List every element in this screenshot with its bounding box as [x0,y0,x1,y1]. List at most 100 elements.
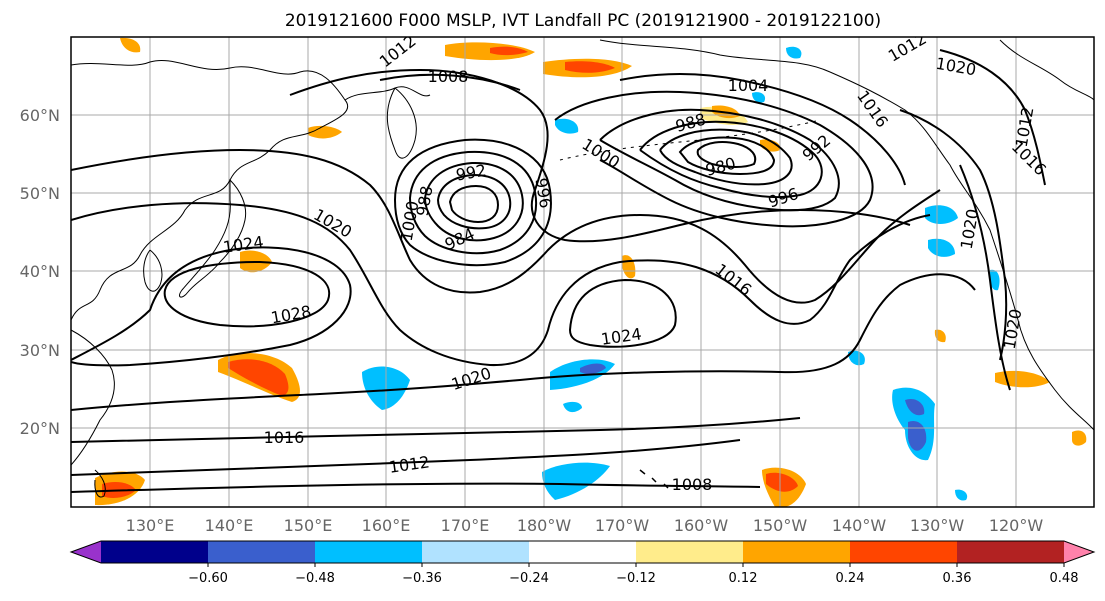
isobar-984-west [448,184,500,224]
alaska-coastline [599,39,1094,431]
isobar-1020-mid [71,202,931,367]
lon-label: 180°W [517,516,572,535]
contour-label: 1016 [264,428,305,447]
isobar-992-west [423,161,524,242]
lon-label: 140°E [205,516,254,535]
isobar-1016-mid [71,148,941,304]
ivt-negative-patch [542,462,610,500]
japan-coastline [179,178,247,298]
ivt-positive-patch [1072,430,1087,446]
isobar-988-east [659,128,793,186]
colorbar-segment [529,541,637,563]
ivt-negative-patch [905,398,925,416]
isobar-1012-east [939,49,1046,186]
isobar-1024 [568,278,677,348]
colorbar-segment [101,541,209,563]
longitude-labels: 130°E 140°E 150°E 160°E 170°E 180°W 170°… [126,516,1044,535]
isobar-996-east [599,108,840,212]
map-background [71,37,1094,507]
colorbar-segment [957,541,1065,563]
isobar-1000-east [554,90,874,228]
colorbar-tick-label: 0.36 [943,571,972,586]
lon-label: 150°E [284,516,333,535]
map-frame [70,36,1095,508]
colorbar-tick-label: 0.12 [729,571,758,586]
colorbar-extend-max [1064,541,1094,563]
ivt-positive-patch [934,329,946,343]
philippines-coastline [94,469,106,498]
lon-label: 120°W [989,516,1044,535]
isobar-1004 [619,73,906,186]
ivt-negative-patch [989,269,1000,291]
isobar-988-west [436,173,512,230]
ivt-negative-patch [955,489,968,501]
isobar-984-east [678,136,776,176]
colorbar-outline [69,540,1096,564]
lat-label-40n: 40°N [20,262,60,281]
north-america-coastline [999,39,1094,101]
colorbar-tick-label: −0.48 [295,571,335,586]
colorbar: −0.60 −0.48 −0.36 −0.24 −0.12 0.12 0.24 0.36 0.4… [69,540,1096,586]
lon-label: 150°W [753,516,808,535]
lon-label: 130°W [910,516,965,535]
lat-label-20n: 20°N [20,419,60,438]
isobar-1028 [163,260,331,328]
ivt-negative-patch [786,46,802,59]
isobar-1024-west [71,246,352,367]
isobar-1020 [71,273,976,411]
ivt-negative-patch [928,238,955,257]
contour-label: 1008 [428,67,469,86]
lon-label: 160°W [674,516,729,535]
colorbar-tick-label: −0.60 [188,571,228,586]
contour-label: 1004 [728,76,769,95]
latitude-labels: 60°N 50°N 40°N 30°N 20°N [20,106,60,438]
colorbar-segment [850,541,958,563]
colorbar-tick-label: 0.24 [836,571,865,586]
contour-label: 1008 [672,475,713,494]
ivt-negative-patch [752,92,766,103]
graticule [71,37,1094,507]
lon-label: 170°E [441,516,490,535]
colorbar-segment [422,541,530,563]
ivt-negative-patch [563,401,582,413]
isobar-996-west [408,150,537,255]
colorbar-tick-label: −0.36 [402,571,442,586]
colorbar-tick-label: 0.48 [1050,571,1079,586]
ivt-negative-patch [555,118,579,134]
china-coastline [71,329,115,466]
lon-label: 170°W [595,516,650,535]
lat-label-30n: 30°N [20,341,60,360]
lon-label: 130°E [126,516,175,535]
ivt-negative-patch [848,350,865,366]
isobar-1020-east [959,164,1011,391]
asia-coastline [71,60,348,321]
ivt-positive-patch [565,61,615,73]
isobar-1008 [71,482,761,493]
lat-label-50n: 50°N [20,184,60,203]
isobar-1016 [71,417,801,443]
isobar-1008-north [379,73,521,91]
colorbar-segment [636,541,744,563]
ivt-positive-patch [766,472,798,492]
colorbar-tick-label: −0.12 [616,571,656,586]
korea-coastline [143,249,163,292]
ivt-positive-patch [308,125,342,139]
isobar-1012 [71,439,741,476]
map-panel: 1012 1008 1004 1020 1016 1012 1016 992 9… [70,36,1095,508]
mslp-contours [71,49,1046,493]
isobar-980 [696,141,757,168]
lat-label-60n: 60°N [20,106,60,125]
ivt-positive-patch [228,359,289,396]
kamchatka-coastline [386,87,417,159]
map-title: 2019121600 F000 MSLP, IVT Landfall PC (2… [285,11,881,31]
isobar-1000-west [393,138,552,267]
colorbar-extend-min [71,541,101,563]
ivt-positive-patch [120,37,141,53]
colorbar-segment [315,541,423,563]
colorbar-segment [208,541,316,563]
ivt-negative-patch [925,205,958,224]
colorbar-segment [743,541,851,563]
lon-label: 140°W [832,516,887,535]
isobar-992-east [639,120,823,199]
